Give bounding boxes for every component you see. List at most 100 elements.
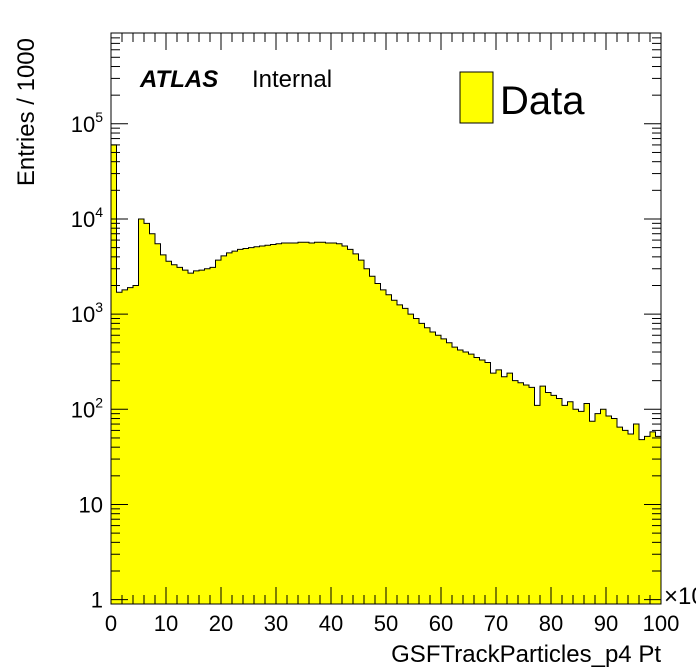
histogram-outline xyxy=(110,144,662,604)
histogram-bin xyxy=(490,373,497,604)
histogram-bin xyxy=(237,249,244,604)
histogram-bin xyxy=(419,323,425,604)
histogram-bin xyxy=(408,314,414,604)
histogram-bin xyxy=(534,405,541,604)
x-tick-label: 50 xyxy=(374,611,398,636)
histogram-bin xyxy=(358,260,365,604)
histogram-bin xyxy=(402,308,409,604)
histogram-bin xyxy=(204,268,211,604)
histogram-bin xyxy=(259,246,266,604)
histogram-bin xyxy=(375,283,381,604)
histogram-bin xyxy=(551,395,557,604)
y-tick-label: 1 xyxy=(91,588,103,613)
histogram-bin xyxy=(556,398,563,604)
histogram-bin xyxy=(391,300,398,604)
histogram-bin xyxy=(287,242,293,604)
histogram-bin xyxy=(655,436,662,604)
histogram-bin xyxy=(633,424,640,604)
histogram-bars xyxy=(110,144,662,605)
histogram-bin xyxy=(380,289,387,604)
histogram-bin xyxy=(501,376,508,604)
x-tick-label: 40 xyxy=(319,611,343,636)
x-axis-multiplier: ×10 xyxy=(664,583,696,610)
histogram-bin xyxy=(457,349,464,604)
x-tick-label: 90 xyxy=(594,611,618,636)
histogram-bin xyxy=(485,362,491,604)
histogram-bin xyxy=(331,242,337,604)
histogram-bin xyxy=(595,413,601,604)
histogram-bin xyxy=(188,273,194,604)
histogram-bin xyxy=(199,270,205,604)
histogram-bin xyxy=(182,270,189,604)
histogram-bin xyxy=(441,338,447,604)
y-tick-label: 104 xyxy=(71,204,103,232)
histogram-bin xyxy=(122,289,128,604)
histogram-bin xyxy=(529,387,535,604)
histogram-bin xyxy=(622,430,629,604)
histogram-bin xyxy=(254,246,260,604)
histogram-bin xyxy=(221,255,227,605)
histogram-bin xyxy=(138,218,145,604)
histogram-bin xyxy=(325,242,332,604)
histogram-bin xyxy=(248,247,255,604)
histogram-bin xyxy=(160,254,167,604)
histogram-bin xyxy=(578,411,585,604)
histogram-bin xyxy=(303,242,310,605)
histogram-bin xyxy=(116,292,123,604)
histogram-bin xyxy=(166,261,172,604)
histogram-bin xyxy=(347,249,354,604)
x-axis-title: GSFTrackParticles_p4 Pt xyxy=(391,641,661,668)
x-tick-label: 20 xyxy=(209,611,233,636)
histogram-bin xyxy=(589,421,596,604)
x-tick-label: 60 xyxy=(429,611,453,636)
histogram-bin xyxy=(386,294,392,604)
y-tick-label: 10 xyxy=(79,492,103,517)
x-tick-label: 80 xyxy=(539,611,563,636)
x-tick-label: 100 xyxy=(643,611,680,636)
histogram-bin xyxy=(226,252,233,605)
histogram-bin xyxy=(617,427,623,604)
histogram-bin xyxy=(193,270,200,604)
histogram-bin xyxy=(144,223,150,605)
histogram-bin xyxy=(446,342,453,604)
histogram-bin xyxy=(276,243,282,604)
histogram-bin xyxy=(369,276,376,604)
y-tick-labels: 1 10 102 103 104 105 xyxy=(71,109,103,613)
y-axis-title: Entries / 1000 xyxy=(13,38,40,186)
histogram-bin xyxy=(430,331,436,604)
histogram-bin xyxy=(292,242,299,604)
histogram-bin xyxy=(523,385,530,604)
histogram-bin xyxy=(512,380,519,604)
histogram-bin xyxy=(496,369,502,604)
histogram-bin xyxy=(424,327,431,604)
histogram-bin xyxy=(353,253,359,604)
atlas-internal-label: Internal xyxy=(252,66,332,93)
legend-label: Data xyxy=(500,79,585,123)
x-tick-label: 30 xyxy=(264,611,288,636)
histogram-bin xyxy=(639,439,645,604)
histogram-bin xyxy=(611,418,618,604)
x-tick-labels: 0 10 20 30 40 50 60 70 80 90 100 xyxy=(105,611,679,636)
histogram-bin xyxy=(584,403,590,604)
histogram-bin xyxy=(243,248,249,605)
histogram-bin xyxy=(600,409,607,604)
histogram-bin xyxy=(628,434,634,604)
histogram-bin xyxy=(127,287,134,604)
legend-swatch xyxy=(459,71,494,124)
y-tick-label: 103 xyxy=(71,299,103,327)
histogram-bin xyxy=(397,304,403,604)
histogram-bin xyxy=(320,242,326,605)
histogram-bin xyxy=(336,243,343,604)
histogram-bin xyxy=(342,246,348,604)
histogram-bin xyxy=(452,347,458,604)
x-tick-label: 70 xyxy=(484,611,508,636)
histogram-bin xyxy=(606,416,612,604)
histogram-bin xyxy=(573,409,579,604)
histogram-bin xyxy=(177,267,183,604)
histogram-bin xyxy=(309,242,315,604)
histogram-bin xyxy=(232,251,238,605)
x-tick-label: 0 xyxy=(105,611,117,636)
axis-ticks xyxy=(110,32,662,604)
histogram-bin xyxy=(413,318,420,604)
